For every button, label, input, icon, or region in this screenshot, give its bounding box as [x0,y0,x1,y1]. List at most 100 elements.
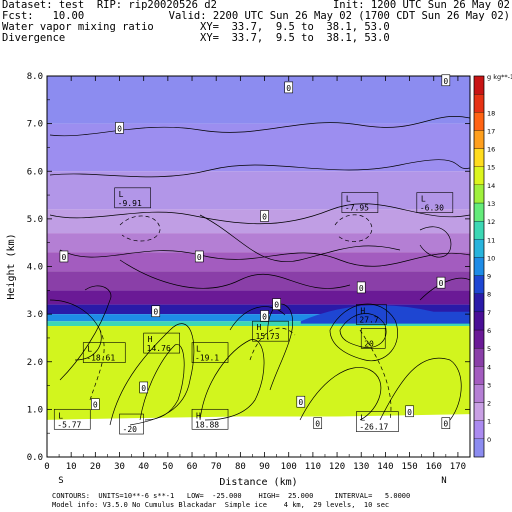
contour-zero-label: 0 [274,301,279,310]
extremum-letter: H [148,335,153,344]
divergence-contour [339,313,387,348]
contour-zero-label: 0 [359,284,364,293]
header-line2-left: Fcst: 10.00 [2,10,85,22]
x-tick-label: 40 [138,462,149,472]
colorbar-segment [473,130,485,149]
mixing-ratio-band [47,76,470,124]
x-tick-label: 160 [426,462,442,472]
contour-zero-box [139,381,148,394]
endpoint-label-north: N [441,476,446,486]
colorbar-segment [473,148,485,167]
y-axis-label: Height (km) [6,233,17,299]
header-line1-left: Dataset: test RIP: rip20020526 d2 [2,0,217,11]
colorbar-label: 5 [487,345,491,353]
header-line3-right: XY= 33.7, 9.5 to 38.1, 53.0 [200,21,390,33]
divergence-contour [49,159,471,178]
contour-zero-label: 0 [197,253,202,262]
divergence-contour [109,323,195,426]
extremum-value: -19.1 [195,354,219,363]
contour-zero-box [405,405,414,418]
x-tick-label: 50 [162,462,173,472]
colorbar-unit-label: g kg**-1 [487,73,512,81]
colorbar-label: 1 [487,418,491,426]
moist-layer-bulge [300,305,470,324]
divergence-contour [119,259,351,289]
header-line4-left: Divergence [2,32,66,44]
extremum-box [341,192,379,213]
x-tick-label: 80 [235,462,246,472]
extremum-box [356,411,399,432]
colorbar-label: 7 [487,309,491,317]
colorbar-label: 15 [487,164,495,172]
x-tick-label: 150 [401,462,417,472]
divergence-contour [49,203,471,225]
mixing-ratio-band [47,290,470,305]
extremum-value: -18.61 [86,354,115,363]
colorbar-label: 0 [487,436,491,444]
contour-zero-box [91,398,100,410]
divergence-contour [59,285,112,381]
colorbar-segment [473,311,485,331]
colorbar-segment [473,257,485,276]
contour-zero-box [59,250,69,263]
colorbar-label: 11 [487,236,495,244]
contour-zero-label: 0 [315,420,320,429]
colorbar-label: 13 [487,200,495,208]
extremum-value: -6.30 [420,204,444,213]
divergence-contour [59,249,471,267]
colorbar-segment [473,438,485,458]
divergence-contour-negative [119,215,161,242]
x-tick-label: 170 [450,462,466,472]
x-axis-label: Distance (km) [219,477,297,488]
colorbar-segment [473,220,485,240]
extremum-letter: H [256,323,261,332]
divergence-contour [419,277,471,301]
extremum-letter: L [421,195,426,204]
x-tick-label: 100 [281,462,297,472]
x-tick-label: 20 [90,462,101,472]
extremum-letter: L [346,195,351,204]
contour-zero-box [272,298,281,310]
contour-zero-box [194,250,204,263]
colorbar-segment [473,93,485,113]
contour-zero-box [151,305,161,318]
contour-zero-label: 0 [439,279,444,288]
contour-zero-label: 0 [443,77,448,86]
extremum-letter: H [360,307,365,316]
extremum-box [191,342,229,363]
colorbar-label: 16 [487,146,495,154]
colorbar-segment [473,275,485,294]
contour-zero-label: 0 [407,408,412,417]
x-tick-label: 130 [353,462,369,472]
divergence-contour-negative [249,327,296,361]
mixing-ratio-band [47,171,470,210]
colorbar-segment [473,420,485,440]
divergence-contour [199,339,265,421]
y-tick-label: 6.0 [27,167,43,177]
contour-zero-label: 0 [141,384,146,393]
colorbar-segment [473,112,485,131]
extremum-value: 27.7 [359,316,378,325]
divergence-contour [329,303,398,362]
mixing-ratio-band [47,321,470,327]
contour-zero-label: 0 [93,401,98,410]
mixing-ratio-band [47,233,470,253]
divergence-contour [379,357,462,421]
header-line1-right: Init: 1200 UTC Sun 26 May 02 [332,0,510,11]
footer-contour-info: CONTOURS: UNITS=10**-6 s**-1 LOW= -25.00… [52,492,411,500]
extremum-value: -9.91 [118,199,142,208]
divergence-contour-negative [359,329,392,421]
divergence-contour-negative [89,329,105,401]
footer-model-info: Model info: V3.5.0 No Cumulus Blackadar … [52,501,390,509]
colorbar-segment [473,402,485,421]
colorbar-label: 4 [487,363,491,371]
extremum-value: -20 [123,425,138,434]
x-tick-label: 30 [114,462,125,472]
colorbar-segment [473,366,485,385]
extremum-box [119,413,144,435]
extremum-box [252,320,289,342]
colorbar-label: 9 [487,273,491,281]
colorbar-segment [473,75,485,95]
y-tick-label: 8.0 [27,72,43,82]
